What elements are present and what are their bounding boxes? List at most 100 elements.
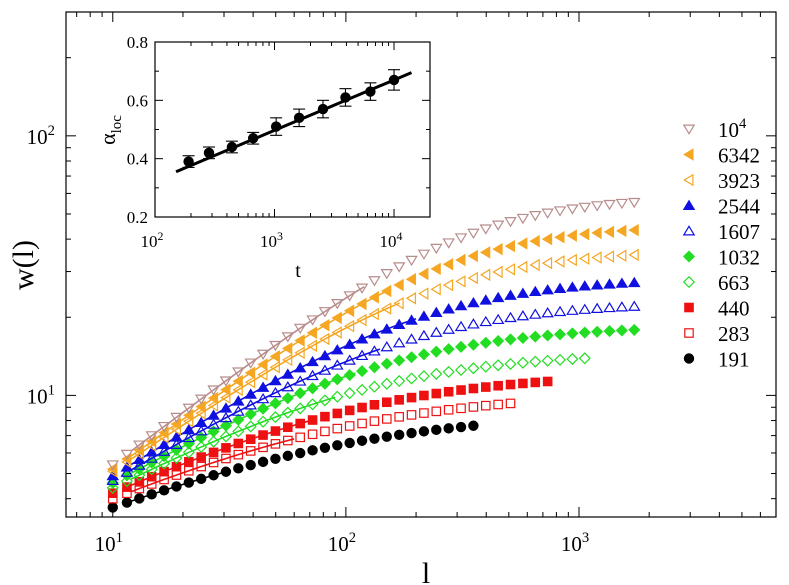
data-point [431, 424, 442, 436]
inset-marker [203, 147, 215, 159]
data-point [492, 242, 503, 256]
data-point [578, 326, 591, 339]
legend-marker-440 [684, 302, 694, 313]
data-point [306, 339, 318, 353]
data-point [356, 313, 367, 327]
data-point [269, 360, 280, 374]
inset-marker [270, 121, 282, 132]
data-point [517, 260, 528, 274]
legend-marker-283 [684, 328, 694, 338]
data-point [194, 416, 208, 427]
data-point [392, 262, 406, 273]
data-point [269, 411, 282, 424]
data-point [120, 475, 133, 488]
data-point [307, 445, 318, 456]
data-point [430, 345, 443, 358]
data-point [529, 355, 542, 368]
data-point [146, 489, 157, 500]
data-point [542, 376, 553, 387]
data-point [207, 435, 220, 448]
data-point [516, 287, 530, 298]
data-point [257, 402, 270, 415]
data-point [183, 477, 195, 488]
data-point [455, 275, 466, 288]
data-point [603, 199, 616, 211]
data-point [244, 366, 256, 380]
data-point [454, 299, 468, 311]
series-2544 [106, 276, 641, 481]
data-point [405, 273, 417, 286]
data-point [392, 337, 406, 348]
x-tick-label-10^1: 101 [95, 530, 123, 556]
data-point [417, 249, 431, 260]
data-point [332, 440, 343, 451]
main-axes: 101 102 103 101 102 l w(l) [7, 11, 777, 585]
data-point [516, 331, 529, 345]
data-point [468, 420, 479, 431]
data-point [541, 284, 554, 295]
series-104 [106, 197, 641, 471]
data-point [120, 466, 134, 477]
data-point [157, 445, 171, 456]
data-point [627, 300, 641, 311]
data-point [170, 451, 183, 465]
data-point [392, 318, 406, 330]
y-axis-label: w(l) [7, 240, 40, 290]
data-point [307, 415, 318, 425]
series-663 [106, 352, 591, 494]
data-point [356, 365, 369, 378]
legend-marker-1607 [682, 225, 696, 236]
data-point [343, 319, 355, 333]
data-point [282, 450, 294, 462]
data-point [319, 332, 330, 346]
data-point [331, 390, 344, 403]
data-point [504, 311, 517, 323]
data-point [591, 226, 602, 240]
data-point [467, 362, 480, 375]
data-point [232, 405, 245, 416]
data-point [196, 452, 207, 462]
data-point [269, 340, 282, 352]
legend-label-191: 191 [718, 348, 750, 372]
data-point [430, 326, 443, 337]
data-point [208, 470, 219, 481]
data-point [380, 377, 393, 390]
data-point [133, 469, 146, 482]
data-point [405, 351, 418, 364]
data-point [182, 403, 196, 414]
data-point [603, 225, 615, 239]
data-point [208, 457, 219, 468]
data-point [492, 359, 505, 372]
inset-y-axis-label: αloc [95, 115, 125, 145]
inset-x-axis-label: t [295, 260, 301, 282]
series-6342 [106, 223, 639, 476]
data-point [479, 224, 493, 235]
data-point [270, 426, 281, 436]
data-point [171, 481, 182, 492]
data-point [356, 297, 367, 311]
data-point [541, 329, 554, 342]
data-point [306, 315, 319, 326]
data-point [256, 349, 270, 360]
data-point [504, 333, 517, 346]
data-point [182, 415, 194, 428]
data-point [454, 320, 468, 332]
legend-label-3923: 3923 [718, 169, 760, 193]
data-point [491, 313, 505, 325]
inset-point-191 [182, 155, 195, 168]
data-point [307, 429, 318, 440]
data-point [343, 304, 355, 318]
data-point [467, 296, 480, 308]
data-point [479, 315, 493, 327]
inset-marker [365, 86, 376, 97]
data-point [159, 466, 169, 477]
legend-marker-2544 [682, 199, 696, 210]
data-point [184, 457, 194, 467]
data-point [430, 282, 441, 296]
data-point [578, 252, 590, 265]
inset-point-1607 [293, 108, 306, 128]
data-point [566, 229, 577, 242]
data-point [405, 333, 418, 344]
data-point [244, 420, 257, 433]
